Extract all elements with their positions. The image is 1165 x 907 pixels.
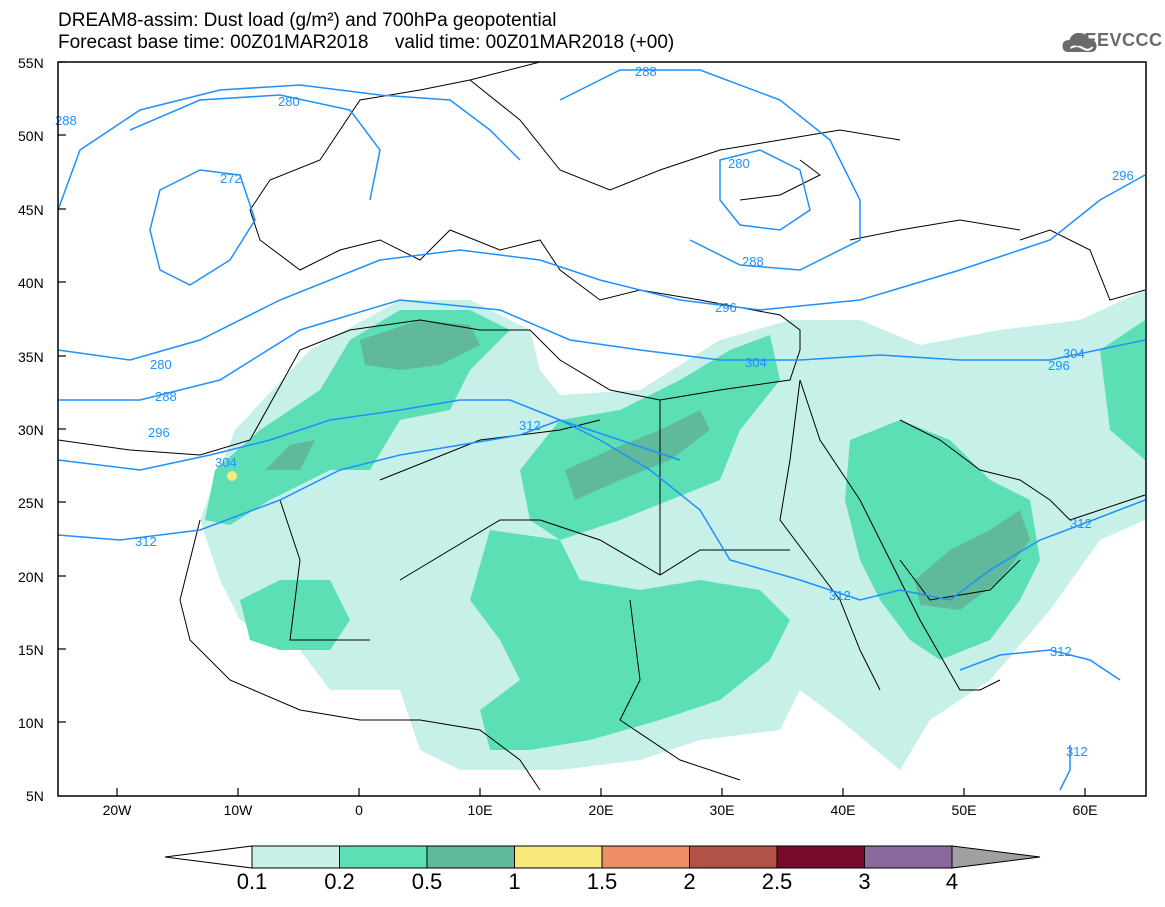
contour-label: 312 (1050, 644, 1072, 659)
colorbar-swatch (339, 845, 428, 869)
contour-label: 288 (742, 254, 764, 269)
contour-label: 288 (635, 64, 657, 79)
lat-label: 40N (18, 275, 44, 291)
lon-label: 10E (468, 802, 493, 818)
contour-label: 280 (150, 357, 172, 372)
contour-label: 312 (135, 534, 157, 549)
coastlines (57, 61, 1146, 791)
colorbar-arrow-high (951, 845, 1041, 869)
lon-label: 10W (224, 802, 254, 818)
latitude-labels: 55N 50N 45N 40N 35N 30N 25N 20N 15N 10N … (18, 55, 44, 804)
colorbar-swatch (864, 845, 953, 869)
colorbar-level-label: 3 (858, 869, 871, 894)
axis-ticks (58, 61, 1086, 796)
contour-label: 296 (148, 425, 170, 440)
map-title: DREAM8-assim: Dust load (g/m²) and 700hP… (58, 10, 557, 31)
contour-label: 312 (1070, 516, 1092, 531)
contour-label: 304 (1063, 346, 1085, 361)
colorbar-level-label: 0.5 (411, 869, 443, 894)
contour-label: 304 (745, 355, 767, 370)
cloud-icon (1062, 33, 1097, 52)
geopotential-contours (57, 69, 1146, 791)
colorbar-swatch (601, 845, 690, 869)
contour-label: 312 (829, 588, 851, 603)
colorbar-level-label: 1.5 (586, 869, 618, 894)
colorbar-swatch (426, 845, 515, 869)
colorbar-level-label: 2 (683, 869, 696, 894)
contour-label: 296 (1112, 168, 1134, 183)
colorbar-swatch (251, 845, 340, 869)
colorbar (164, 845, 1041, 869)
dust-field (200, 290, 1145, 770)
contour-labels: 288 280 288 272 280 296 280 288 296 304 … (55, 64, 1134, 759)
lat-label: 55N (18, 55, 44, 71)
lon-label: 40E (831, 802, 856, 818)
colorbar-level-label: 2.5 (761, 869, 793, 894)
colorbar-level-label: 4 (945, 869, 959, 894)
lat-label: 20N (18, 569, 44, 585)
colorbar-swatch (776, 845, 865, 869)
lon-label: 30E (710, 802, 735, 818)
contour-label: 288 (155, 389, 177, 404)
forecast-time-line: Forecast base time: 00Z01MAR2018 valid t… (58, 32, 675, 53)
contour-label: 296 (1048, 358, 1070, 373)
lat-label: 35N (18, 349, 44, 365)
lat-label: 5N (26, 788, 44, 804)
lon-label: 0 (355, 802, 363, 818)
contour-label: 312 (519, 418, 541, 433)
colorbar-swatch (514, 845, 603, 869)
contour-label: 304 (215, 455, 237, 470)
lat-label: 10N (18, 715, 44, 731)
logo-text: SEEVCCC (1072, 30, 1163, 50)
contour-label: 288 (55, 113, 77, 128)
colorbar-level-label: 0.1 (236, 869, 268, 894)
lat-label: 45N (18, 202, 44, 218)
longitude-labels: 20W 10W 0 10E 20E 30E 40E 50E 60E (103, 802, 1098, 818)
lon-label: 50E (952, 802, 977, 818)
contour-label: 296 (715, 300, 737, 315)
colorbar-level-label: 1 (508, 869, 521, 894)
colorbar-level-label: 0.2 (324, 869, 355, 894)
lon-label: 20W (103, 802, 133, 818)
lat-label: 50N (18, 128, 44, 144)
lon-label: 20E (589, 802, 614, 818)
colorbar-arrow-low (164, 845, 253, 869)
contour-label: 312 (1066, 744, 1088, 759)
colorbar-swatch (689, 845, 778, 869)
lat-label: 30N (18, 422, 44, 438)
contour-label: 280 (728, 156, 750, 171)
lat-label: 25N (18, 495, 44, 511)
lon-label: 60E (1073, 802, 1098, 818)
contour-label: 280 (278, 94, 300, 109)
contour-label: 272 (220, 171, 242, 186)
lat-label: 15N (18, 642, 44, 658)
